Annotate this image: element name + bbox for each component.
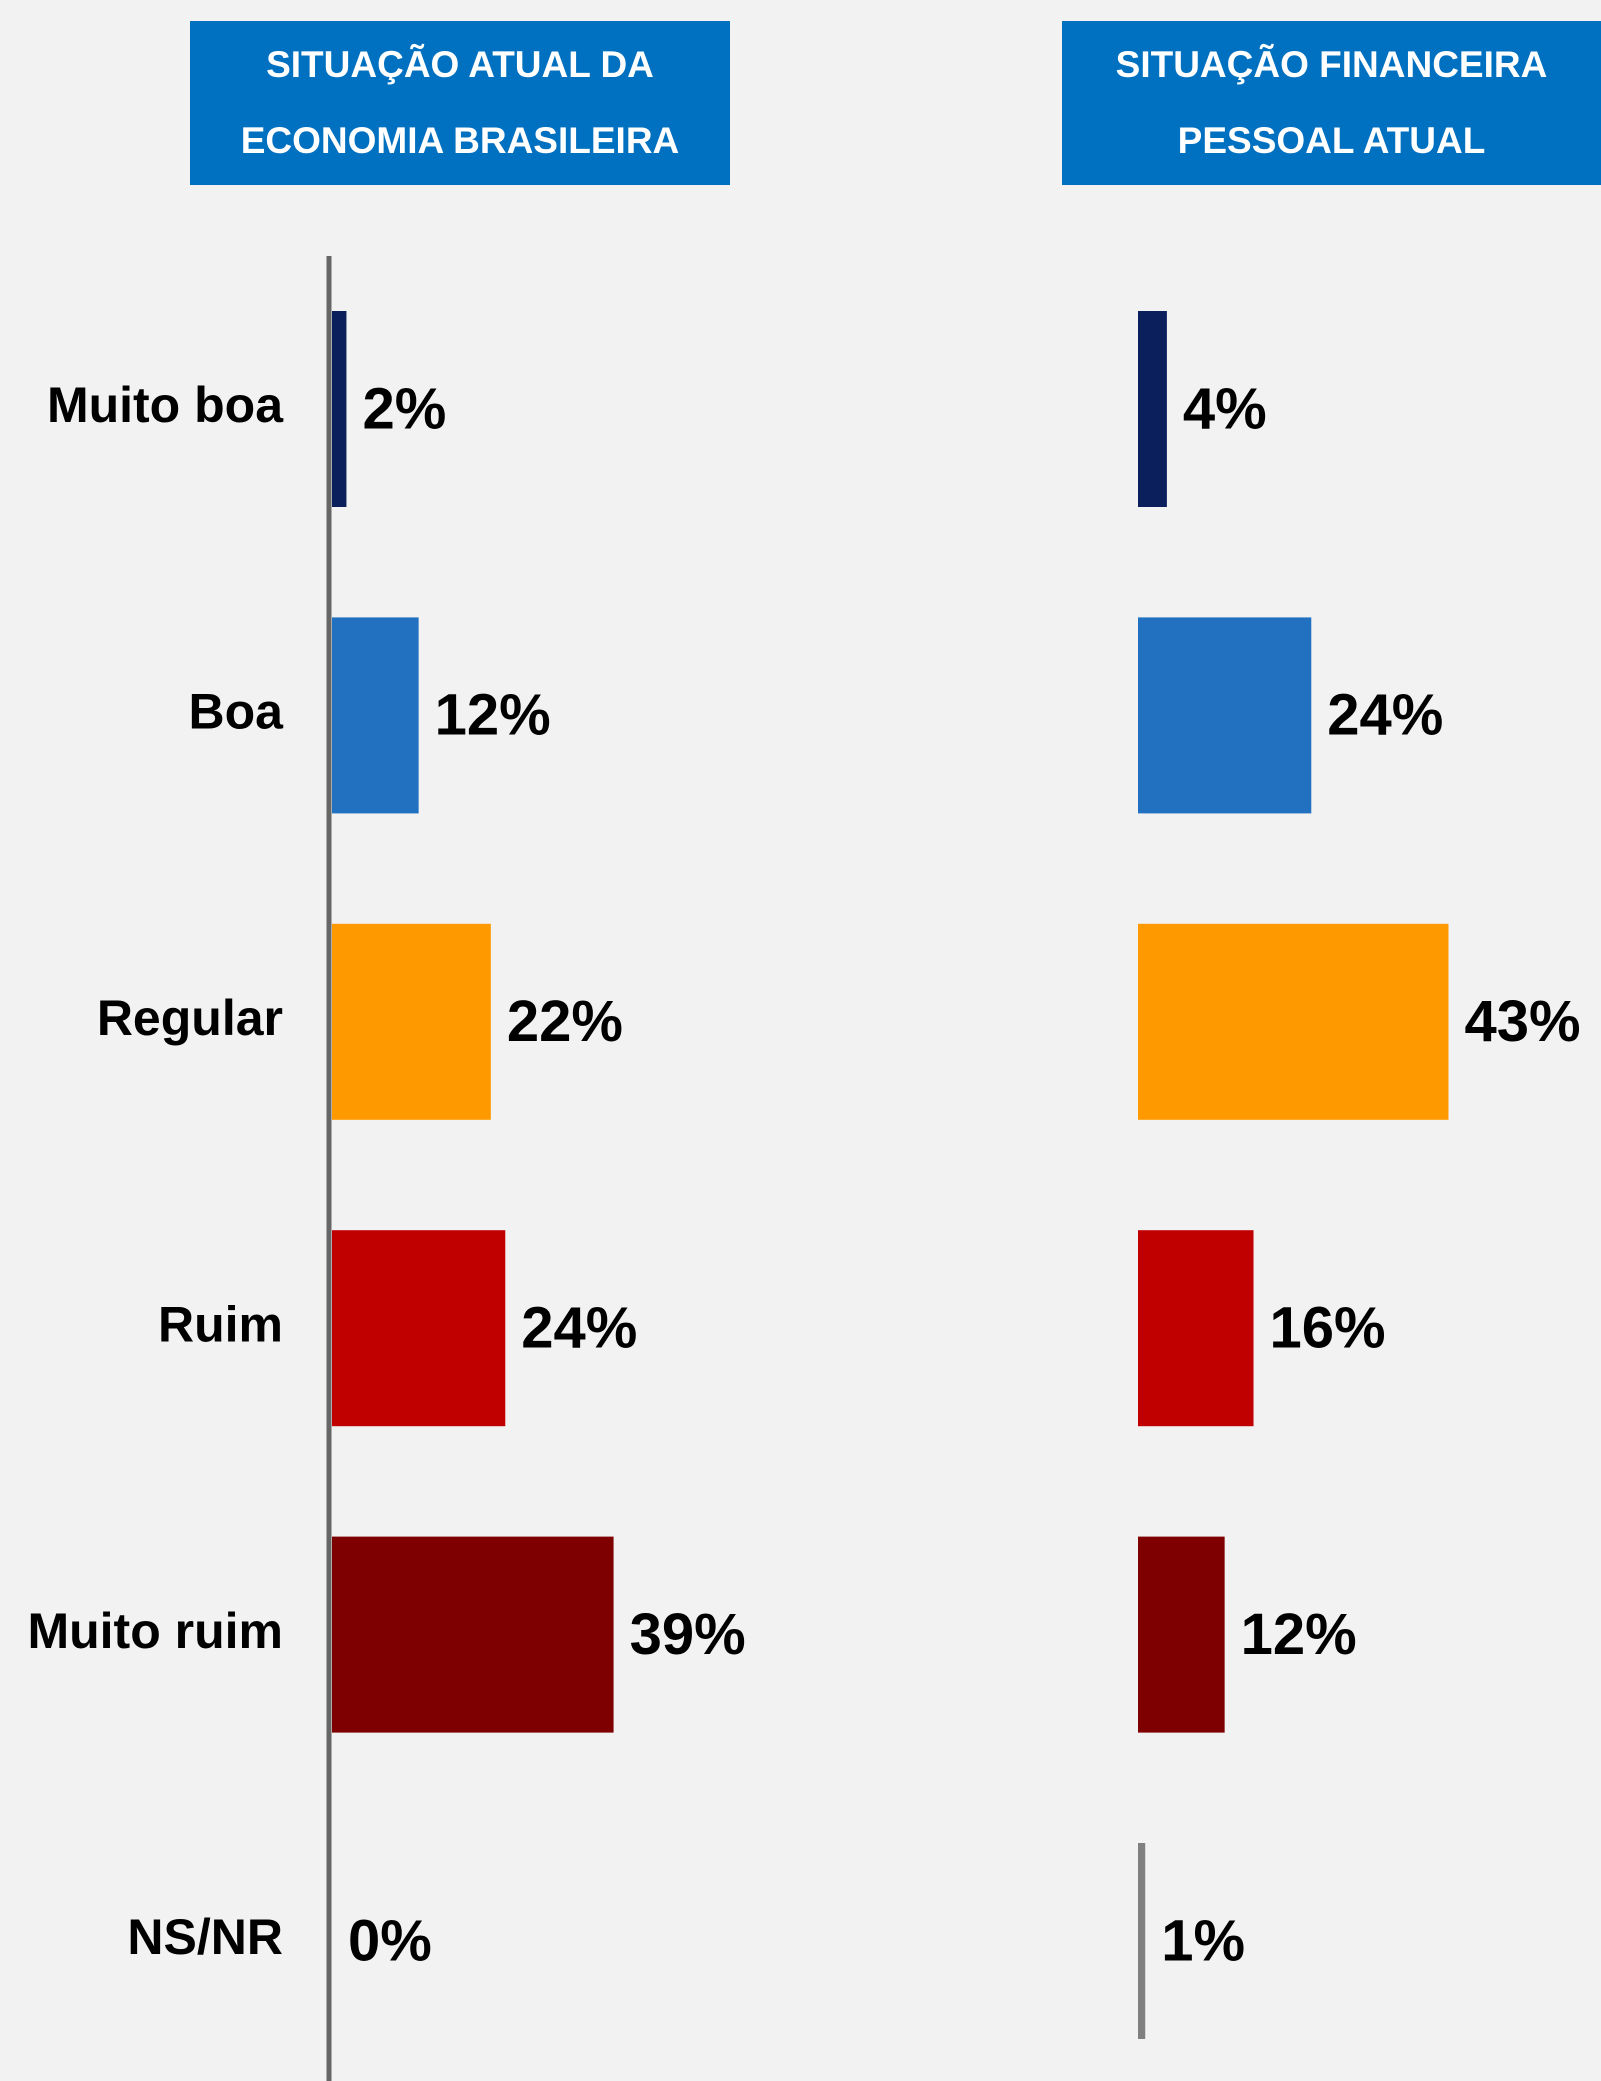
category-label: Muito boa — [47, 377, 284, 433]
value-label: 24% — [521, 1296, 637, 1361]
category-label: Boa — [189, 684, 285, 740]
category-label: Regular — [97, 990, 283, 1046]
chart-title: SITUAÇÃO ATUAL DA ECONOMIA BRASILEIRA — [190, 21, 730, 185]
bar — [1138, 1843, 1146, 2039]
bar — [332, 617, 419, 814]
value-label: 24% — [1327, 683, 1443, 748]
value-label: 1% — [1161, 1908, 1245, 1973]
bar — [332, 311, 347, 507]
value-label: 43% — [1464, 989, 1580, 1054]
value-label: 39% — [630, 1602, 746, 1667]
bar — [1138, 311, 1167, 507]
value-label: 0% — [348, 1908, 432, 1973]
category-label: NS/NR — [127, 1909, 283, 1965]
category-label: Ruim — [158, 1296, 283, 1352]
bar — [1138, 1230, 1254, 1427]
value-label: 12% — [435, 683, 551, 748]
bar — [1138, 1536, 1225, 1733]
bar — [332, 923, 491, 1120]
bar — [1138, 923, 1449, 1120]
bar — [1138, 617, 1312, 814]
value-label: 22% — [507, 989, 623, 1054]
value-label: 12% — [1241, 1602, 1357, 1667]
chart-title: SITUAÇÃO FINANCEIRA PESSOAL ATUAL — [1062, 21, 1601, 185]
bar — [332, 1536, 614, 1733]
bar — [332, 1230, 506, 1427]
category-label: Muito ruim — [27, 1603, 283, 1659]
value-label: 16% — [1270, 1296, 1386, 1361]
value-label: 4% — [1183, 376, 1267, 441]
value-label: 2% — [362, 376, 446, 441]
